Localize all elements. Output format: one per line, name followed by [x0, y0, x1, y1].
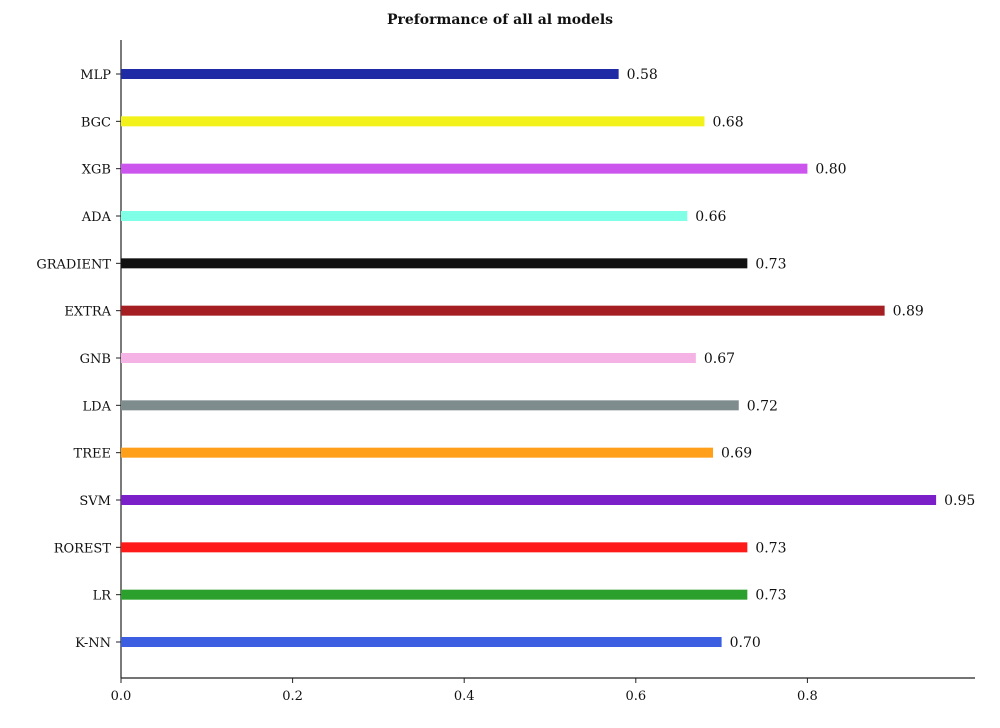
x-tick-label: 0.0	[111, 689, 132, 704]
y-tick-label: ROREST	[54, 541, 112, 556]
bar-gradient	[121, 258, 748, 269]
bar-extra	[121, 305, 885, 316]
y-tick-label: SVM	[79, 494, 111, 509]
data-label-lda: 0.72	[747, 398, 778, 414]
y-tick-label: GNB	[80, 352, 111, 367]
data-label-mlp: 0.58	[627, 67, 658, 83]
bar-bgc	[121, 116, 705, 127]
x-tick-label: 0.2	[282, 689, 303, 704]
y-tick-label: LR	[93, 589, 113, 604]
data-label-rorest: 0.73	[755, 540, 786, 556]
data-label-bgc: 0.68	[712, 114, 743, 130]
bar-xgb	[121, 163, 808, 174]
data-label-ada: 0.66	[695, 209, 726, 225]
y-tick-label: ADA	[81, 210, 112, 225]
y-tick-label: K-NN	[75, 636, 111, 651]
bar-ada	[121, 211, 688, 221]
data-label-svm: 0.95	[944, 493, 975, 509]
bar-gnb	[121, 353, 696, 363]
y-tick-label: GRADIENT	[36, 257, 111, 272]
bar-mlp	[121, 69, 619, 79]
x-tick-label: 0.6	[625, 689, 646, 704]
bar-k-nn	[121, 637, 722, 647]
data-label-xgb: 0.80	[815, 162, 846, 178]
x-tick-label: 0.4	[454, 689, 475, 704]
x-tick-label: 0.8	[797, 689, 818, 704]
bar-lr	[121, 589, 748, 600]
data-label-gradient: 0.73	[755, 256, 786, 272]
data-label-lr: 0.73	[755, 588, 786, 604]
y-tick-label: TREE	[74, 447, 111, 462]
y-tick-label: EXTRA	[64, 305, 111, 320]
bar-svm	[121, 495, 937, 505]
y-tick-label: BGC	[81, 115, 111, 130]
bar-rorest	[121, 542, 748, 553]
data-label-tree: 0.69	[721, 446, 752, 462]
bar-tree	[121, 447, 714, 458]
chart-title: Preformance of all al models	[386, 12, 614, 28]
y-tick-label: MLP	[80, 68, 111, 83]
data-label-extra: 0.89	[893, 304, 924, 320]
data-label-gnb: 0.67	[704, 351, 735, 367]
bar-lda	[121, 400, 739, 411]
data-label-k-nn: 0.70	[730, 635, 761, 651]
y-tick-label: XGB	[82, 163, 111, 178]
y-tick-label: LDA	[83, 399, 112, 414]
